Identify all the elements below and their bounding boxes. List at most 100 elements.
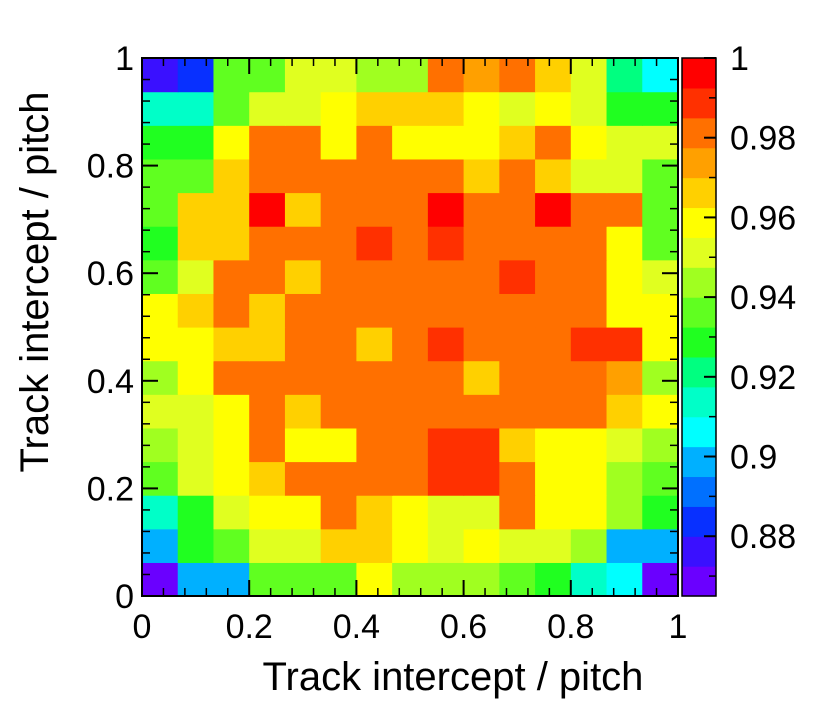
heatmap-cell [427, 158, 465, 194]
heatmap-cell [177, 427, 215, 463]
colorbar-tick-label: 0.9 [730, 439, 777, 477]
y-tick-label: 0.4 [87, 363, 134, 401]
heatmap-cell [499, 360, 536, 395]
x-tick-label: 0.2 [226, 608, 273, 646]
heatmap-cell [427, 495, 465, 530]
heatmap-cell [177, 293, 215, 328]
heatmap-cell [606, 192, 643, 227]
heatmap-cell [392, 259, 429, 294]
heatmap-cell [284, 192, 322, 227]
heatmap-cell [284, 528, 322, 563]
heatmap-cell [177, 58, 215, 93]
colorbar-swatch [682, 536, 716, 567]
colorbar-swatch [682, 177, 716, 209]
heatmap-cell [142, 259, 179, 294]
heatmap-cell [142, 58, 179, 93]
heatmap-cell [284, 226, 322, 261]
heatmap-cell [427, 125, 465, 160]
heatmap-cell [356, 360, 393, 395]
heatmap-cell [284, 293, 322, 328]
colorbar-swatch [682, 506, 716, 537]
heatmap-cell [427, 427, 465, 463]
heatmap-cell [213, 528, 250, 563]
heatmap-cell [642, 158, 679, 194]
plot-frame [141, 57, 679, 597]
heatmap-cell [249, 158, 286, 194]
heatmap-cell [392, 360, 429, 395]
heatmap-cell [320, 91, 357, 126]
heatmap-cell [213, 495, 250, 530]
heatmap-cell [535, 192, 572, 227]
heatmap-cell [320, 226, 357, 261]
heatmap-cell [499, 125, 536, 160]
heatmap-cell [606, 360, 643, 395]
heatmap-cell [177, 327, 215, 362]
heatmap-cell [356, 562, 393, 597]
colorbar-swatch [682, 147, 716, 179]
heatmap-cell [320, 58, 357, 93]
heatmap-cell [535, 394, 572, 429]
heatmap-cell [535, 495, 572, 530]
heatmap-cell [392, 461, 429, 496]
heatmap-cell [535, 327, 572, 362]
heatmap-cell [249, 394, 286, 429]
heatmap-cell [463, 394, 500, 429]
heatmap-cell [213, 427, 250, 463]
heatmap-cell [142, 91, 179, 126]
heatmap-cell [392, 192, 429, 227]
heatmap-cell [642, 327, 679, 362]
heatmap-cell [499, 192, 536, 227]
heatmap-cell [392, 91, 429, 126]
heatmap-cell [320, 427, 357, 463]
heatmap-cell [570, 327, 608, 362]
heatmap-cell [606, 461, 643, 496]
heatmap-cell [427, 91, 465, 126]
heatmap-cell [642, 192, 679, 227]
heatmap-cell [642, 58, 679, 93]
heatmap-cell [177, 158, 215, 194]
heatmap-cell [284, 427, 322, 463]
x-tick-label: 0.8 [547, 608, 594, 646]
colorbar-swatch [682, 297, 716, 328]
heatmap-cell [142, 293, 179, 328]
x-tick-label: 1 [669, 608, 688, 646]
heatmap-cell [213, 562, 250, 597]
heatmap-cell [606, 91, 643, 126]
heatmap-cell [427, 293, 465, 328]
heatmap-cell [320, 327, 357, 362]
heatmap-cell [356, 158, 393, 194]
heatmap-cell [284, 158, 322, 194]
heatmap-cell [320, 125, 357, 160]
colorbar-swatch [682, 386, 716, 418]
colorbar-frame [681, 57, 717, 597]
heatmap-cell [142, 495, 179, 530]
y-tick-label: 0.6 [87, 255, 134, 293]
heatmap-cell [535, 226, 572, 261]
tick-labels: 0 0.2 0.4 0.6 0.8 1 0 0.2 0.4 0.6 0.8 1 [87, 40, 688, 646]
heatmap-cell [427, 192, 465, 227]
heatmap-cell [463, 495, 500, 530]
heatmap-cell [642, 91, 679, 126]
heatmap-cell [499, 58, 536, 93]
x-tick-label: 0.4 [333, 608, 380, 646]
heatmap-cell [642, 394, 679, 429]
heatmap-cell [642, 293, 679, 328]
y-tick-label: 1 [115, 40, 134, 78]
heatmap-cell [499, 528, 536, 563]
heatmap-cell [356, 427, 393, 463]
heatmap-cell [320, 562, 357, 597]
heatmap-cell [213, 226, 250, 261]
heatmap-cell [356, 461, 393, 496]
heatmap-cell [249, 562, 286, 597]
colorbar-swatch [682, 117, 716, 149]
heatmap-cell [356, 125, 393, 160]
heatmap-cell [427, 360, 465, 395]
heatmap-cell [213, 327, 250, 362]
heatmap-cell [142, 125, 179, 160]
heatmap-cell [570, 528, 608, 563]
heatmap-cell [356, 495, 393, 530]
colorbar-tick-label: 0.92 [730, 359, 796, 397]
heatmap-cell [392, 327, 429, 362]
heatmap-cell [392, 562, 429, 597]
